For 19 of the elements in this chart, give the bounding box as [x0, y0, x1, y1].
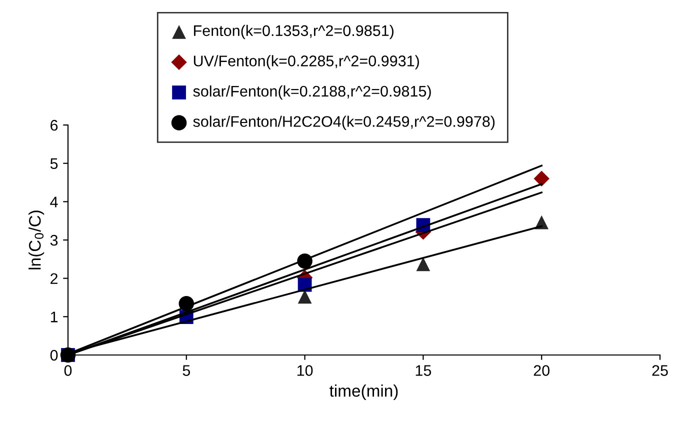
x-tick-label: 25 — [652, 365, 668, 376]
x-tick-label: 5 — [182, 365, 190, 376]
y-tick-label: 0 — [50, 350, 58, 361]
y-tick-label: 4 — [50, 196, 58, 208]
y-axis-title: ln(C$_{0}$/C) — [28, 210, 44, 270]
legend-label: solar/Fenton(k=0.2188,r^2=0.9815) — [193, 85, 431, 100]
legend-label: UV/Fenton(k=0.2285,r^2=0.9931) — [194, 55, 419, 70]
x-tick-label: 15 — [416, 365, 432, 376]
y-tick-label: 3 — [50, 234, 58, 246]
y-tick-label: 5 — [50, 158, 58, 170]
x-tick-label: 20 — [534, 365, 550, 376]
x-tick-label: 10 — [297, 365, 313, 376]
x-axis-title: time(min) — [330, 384, 398, 400]
legend-label: Fenton(k=0.1353,r^2=0.9851) — [194, 24, 394, 40]
y-tick-label: 6 — [50, 120, 58, 131]
x-tick-label: 0 — [64, 365, 72, 376]
legend-label: solar/Fenton/H2C2O4(k=0.2459,r^2=0.9978) — [193, 116, 495, 130]
y-tick-label: 2 — [50, 273, 58, 284]
y-tick-label: 1 — [50, 312, 58, 322]
